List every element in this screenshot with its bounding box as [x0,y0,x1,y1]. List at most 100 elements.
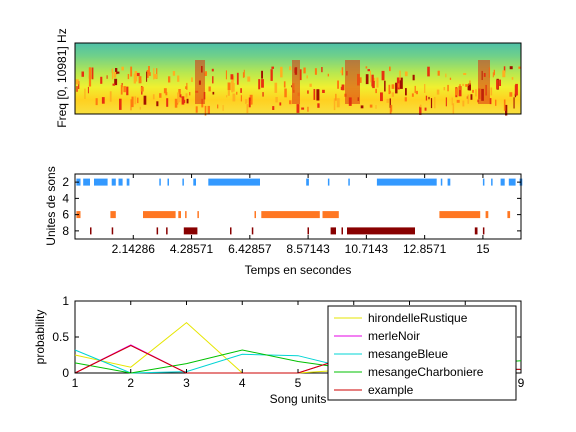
spectrogram-energy-mark [376,77,379,88]
spectrogram-energy-mark [465,84,468,87]
spectrogram-energy-mark [434,97,436,109]
spectrogram-energy-mark [340,70,343,73]
sound-unit-2-segment [500,178,505,186]
spectrogram-energy-mark [456,99,460,103]
spectrogram-energy-mark [414,85,416,93]
spectrogram-energy-mark [247,76,251,82]
spectrogram-energy-mark [163,88,167,94]
spectrogram-energy-mark [415,90,418,95]
spectrogram-energy-mark [159,93,162,98]
spectrogram-energy-mark [136,72,140,77]
spectrogram-energy-mark [156,68,158,79]
spectrogram-energy-mark [395,82,398,94]
spectrogram-energy-mark [165,92,168,96]
spectrogram-energy-mark [462,83,464,86]
sound-units-ylabel: Unites de sons [44,166,58,245]
spectrogram-energy-mark [490,87,493,96]
sound-unit-8-segment [482,227,485,235]
spectrogram-energy-mark [365,66,368,69]
spectrogram-energy-mark [493,69,495,76]
sound-unit-2-segment [159,178,161,186]
spectrogram-energy-mark [472,89,474,93]
spectrogram-energy-mark [230,74,234,80]
spectrogram-energy-mark [327,73,329,77]
spectrogram-energy-mark [375,88,377,94]
spectrogram-energy-mark [275,97,278,103]
sound-unit-8-segment [330,227,336,235]
spectrogram-energy-mark [130,99,132,111]
spectrogram-energy-mark [114,78,118,86]
spectrogram-energy-mark [389,98,391,108]
legend-items: hirondelleRustique merleNoir mesangeBleue m… [334,311,484,397]
y-tick-label: 2 [62,175,69,189]
spectrogram-energy-mark [336,98,340,108]
spectrogram-energy-mark [307,90,309,94]
sound-unit-2-segment [83,178,90,186]
spectrogram-energy-mark [340,86,343,90]
spectrogram-energy-mark [148,72,151,76]
legend-label: merleNoir [368,329,420,343]
spectrogram-energy-mark [405,88,407,96]
spectrogram-energy-mark [280,66,283,78]
sound-unit-2-segment [94,178,108,186]
spectrogram-energy-mark [301,107,305,110]
spectrogram-energy-mark [449,77,452,80]
sound-unit-2-segment [440,178,443,186]
spectrogram-energy-mark [154,74,157,79]
spectrogram-energy-mark [314,68,317,75]
y-tick-label: 4 [62,191,69,205]
spectrogram-energy-mark [112,83,116,86]
sound-unit-2-segment [193,178,196,186]
x-tick-label: 9 [518,376,525,390]
sound-unit-6-segment [485,211,489,219]
spectrogram-energy-mark [183,99,186,104]
spectrogram-energy-mark [178,97,181,103]
sound-units-xlabel: Temps en secondes [245,263,352,277]
spectrogram-energy-mark [91,67,94,80]
spectrogram-energy-mark [458,86,462,97]
spectrogram-energy-mark [424,107,427,111]
sound-unit-6-segment [178,211,181,219]
spectrogram-energy-mark [475,89,477,97]
y-tick-label: 1 [62,294,69,308]
spectrogram-energy-mark [467,94,470,104]
x-tick-label: 4.28571 [170,242,214,256]
spectrogram-energy-mark [146,70,149,78]
spectrogram-energy-mark [109,91,112,102]
sound-units-ticks: 2.14286 4.28571 6.42857 8.57143 10.7143 12.85… [62,174,521,256]
spectrogram-energy-mark [515,83,518,96]
spectrogram-energy-mark [113,71,117,78]
spectrogram-energy-mark [335,93,337,101]
spectrogram-energy-mark [146,71,148,82]
spectrogram-energy-mark [134,96,137,105]
sound-unit-8-segment [341,227,343,235]
spectrogram-energy-mark [292,60,300,104]
sound-unit-2-segment [482,178,485,186]
spectrogram-energy-mark [274,82,278,93]
spectrogram-energy-mark [399,77,403,89]
sound-unit-8-segment [347,227,415,235]
sound-unit-6-segment [261,211,320,219]
spectrogram-energy-mark [514,93,517,98]
spectrogram-energy-mark [307,106,309,112]
x-tick-label: 4 [239,376,246,390]
sound-unit-marks [76,178,523,235]
spectrogram-energy-mark [211,68,214,72]
sound-units-axes-box [74,173,522,240]
spectrogram-energy-mark [166,98,169,107]
spectrogram-energy-mark [470,94,473,100]
y-tick-label: 0 [62,366,69,380]
spectrogram-energy-mark [391,84,395,89]
spectrogram-energy-mark [231,80,234,93]
spectrogram-energy-mark [518,66,521,69]
spectrogram-energy-mark [140,86,144,92]
spectrogram-energy-mark [367,69,370,72]
spectrogram-energy-mark [88,75,92,87]
spectrogram-energy-mark [509,92,513,97]
spectrogram-energy-mark [111,68,114,80]
spectrogram-energy-mark [404,97,407,102]
spectrogram-energy-mark [195,60,205,104]
spectrogram-energy-mark [511,77,514,80]
sound-unit-2-segment [447,178,451,186]
